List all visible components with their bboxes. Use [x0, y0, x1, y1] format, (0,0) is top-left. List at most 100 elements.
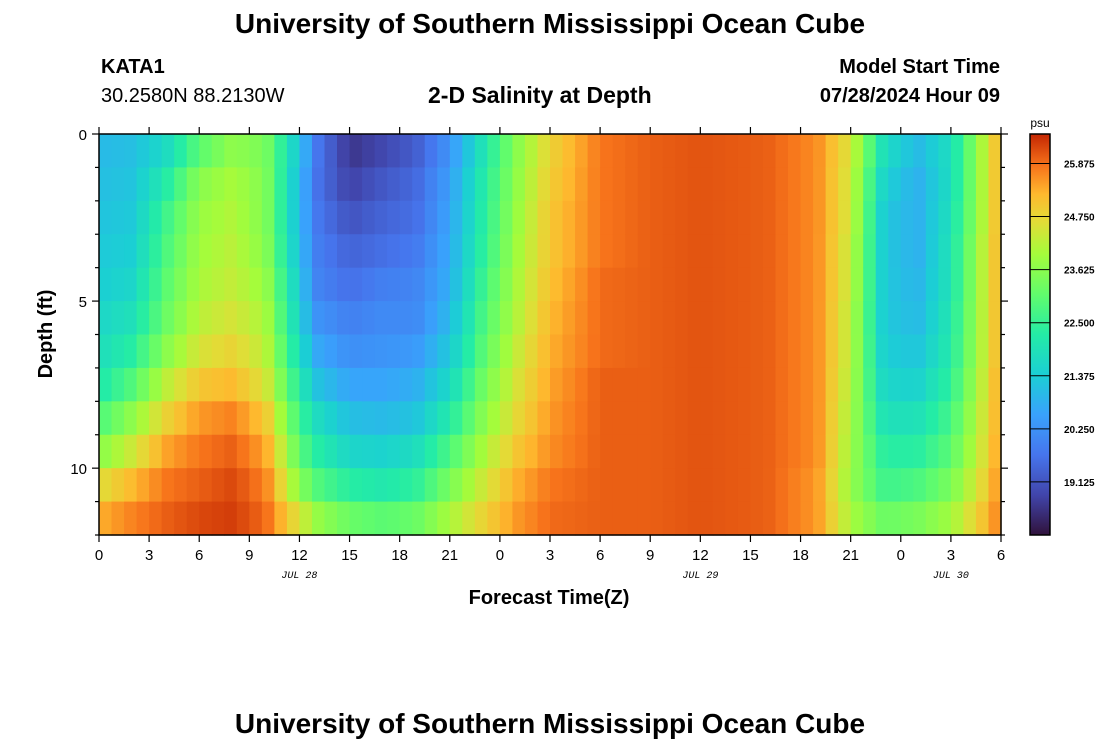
- x-tick-label: 9: [245, 547, 253, 564]
- heatmap-cell: [925, 334, 939, 369]
- x-tick-label: 0: [496, 547, 504, 564]
- x-tick-label: 3: [546, 547, 554, 564]
- heatmap-cell: [524, 167, 539, 202]
- heatmap-cell: [211, 267, 225, 302]
- x-tick-label: 6: [596, 547, 604, 564]
- heatmap-cell: [750, 468, 764, 503]
- heatmap-cell: [274, 200, 288, 235]
- heatmap-cell: [537, 434, 551, 469]
- heatmap-cell: [111, 234, 125, 269]
- heatmap-cell: [337, 367, 351, 402]
- heatmap-cell: [462, 401, 476, 436]
- heatmap-cell: [199, 134, 213, 169]
- heatmap-cell: [124, 401, 138, 436]
- heatmap-cell: [863, 200, 877, 235]
- heatmap-cell: [850, 468, 864, 503]
- colorbar-tick-label: 20.250: [1064, 425, 1095, 436]
- heatmap-cell: [662, 167, 676, 202]
- heatmap-cell: [762, 167, 777, 202]
- heatmap-cell: [487, 301, 501, 336]
- y-tick-label: 0: [79, 127, 87, 144]
- heatmap-cell: [349, 367, 363, 402]
- heatmap-cell: [261, 301, 275, 336]
- heatmap-cell: [888, 301, 902, 336]
- heatmap-cell: [211, 134, 225, 169]
- heatmap-cell: [311, 200, 326, 235]
- heatmap-cell: [512, 234, 526, 269]
- heatmap-cell: [387, 401, 401, 436]
- heatmap-cell: [99, 434, 113, 469]
- heatmap-cell: [324, 267, 338, 302]
- heatmap-cell: [362, 234, 376, 269]
- heatmap-cell: [775, 468, 789, 503]
- heatmap-cell: [412, 468, 426, 503]
- heatmap-cell: [587, 501, 601, 536]
- heatmap-cell: [399, 234, 413, 269]
- heatmap-cell: [650, 267, 664, 302]
- heatmap-cell: [875, 134, 889, 169]
- heatmap-cell: [675, 501, 689, 536]
- heatmap-cell: [462, 267, 476, 302]
- heatmap-cell: [938, 301, 952, 336]
- heatmap-cell: [913, 301, 927, 336]
- heatmap-cell: [863, 267, 877, 302]
- heatmap-cell: [800, 468, 814, 503]
- x-tick-label: 18: [391, 547, 408, 564]
- heatmap-cell: [938, 267, 952, 302]
- heatmap-cell: [762, 434, 777, 469]
- heatmap-cell: [587, 267, 601, 302]
- heatmap-cell: [550, 234, 564, 269]
- heatmap-cell: [662, 134, 676, 169]
- heatmap-cell: [675, 367, 689, 402]
- heatmap-cell: [963, 468, 977, 503]
- heatmap-cell: [299, 200, 313, 235]
- heatmap-cell: [750, 267, 764, 302]
- heatmap-cell: [813, 301, 827, 336]
- heatmap-cell: [737, 468, 752, 503]
- heatmap-cell: [387, 301, 401, 336]
- heatmap-cell: [449, 501, 463, 536]
- heatmap-cell: [562, 401, 576, 436]
- heatmap-cell: [299, 334, 313, 369]
- heatmap-cell: [625, 234, 639, 269]
- heatmap-cell: [725, 200, 739, 235]
- heatmap-cell: [186, 234, 200, 269]
- heatmap-cell: [875, 200, 889, 235]
- heatmap-cell: [612, 501, 626, 536]
- heatmap-cell: [274, 434, 288, 469]
- heatmap-cell: [575, 468, 589, 503]
- heatmap-cell: [900, 134, 914, 169]
- heatmap-cell: [750, 301, 764, 336]
- heatmap-cell: [487, 267, 501, 302]
- heatmap-cell: [963, 267, 977, 302]
- heatmap-cell: [474, 334, 488, 369]
- heatmap-cell: [362, 267, 376, 302]
- heatmap-cell: [888, 134, 902, 169]
- heatmap-cell: [437, 234, 451, 269]
- heatmap-cell: [474, 234, 488, 269]
- heatmap-cell: [875, 501, 889, 536]
- heatmap-cell: [249, 367, 263, 402]
- heatmap-cell: [562, 200, 576, 235]
- heatmap-cell: [575, 267, 589, 302]
- heatmap-cell: [625, 134, 639, 169]
- heatmap-cell: [587, 134, 601, 169]
- heatmap-cell: [825, 334, 839, 369]
- heatmap-cell: [650, 401, 664, 436]
- heatmap-cell: [988, 367, 1002, 402]
- heatmap-cell: [700, 167, 714, 202]
- heatmap-cell: [337, 234, 351, 269]
- heatmap-cell: [737, 167, 752, 202]
- heatmap-cell: [838, 468, 852, 503]
- heatmap-cell: [575, 367, 589, 402]
- heatmap-cell: [349, 468, 363, 503]
- heatmap-cell: [712, 501, 726, 536]
- heatmap-cell: [737, 434, 752, 469]
- heatmap-cell: [161, 200, 175, 235]
- heatmap-cell: [261, 200, 275, 235]
- heatmap-cell: [174, 134, 188, 169]
- heatmap-cell: [875, 367, 889, 402]
- heatmap-cell: [587, 468, 601, 503]
- heatmap-cell: [274, 301, 288, 336]
- heatmap-cell: [99, 301, 113, 336]
